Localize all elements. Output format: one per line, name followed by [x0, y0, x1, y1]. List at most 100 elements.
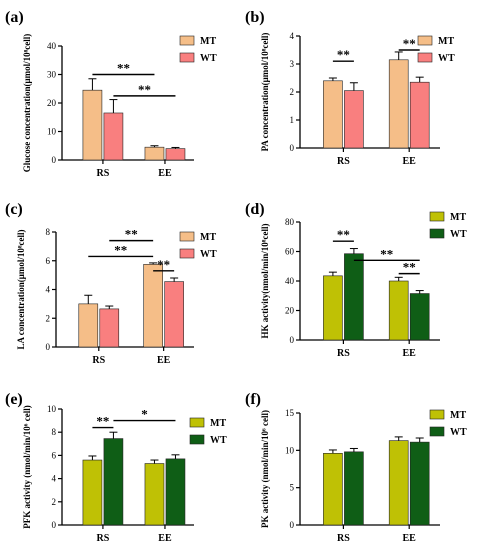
significance-label: ** — [337, 47, 350, 62]
significance-label: ** — [125, 227, 138, 242]
bar-mt-ee — [388, 440, 409, 526]
y-tick-label: 0 — [290, 143, 295, 153]
y-tick-label: 0 — [290, 520, 295, 530]
bar-wt-rs — [103, 112, 124, 161]
legend-label-wt: WT — [210, 435, 227, 446]
significance-label: ** — [337, 227, 350, 242]
y-tick-label: 40 — [47, 41, 57, 51]
bar-wt-rs — [103, 438, 124, 526]
significance-label: ** — [157, 257, 170, 272]
y-tick-label: 2 — [290, 87, 295, 97]
y-tick-label: 8 — [46, 227, 51, 237]
panel-label: (f) — [245, 391, 261, 408]
bar-mt-rs — [323, 453, 343, 526]
x-category-label: RS — [97, 533, 110, 544]
y-tick-label: 8 — [52, 427, 57, 437]
legend-swatch-mt — [189, 417, 205, 428]
y-tick-label: 6 — [52, 450, 57, 460]
significance-label: ** — [380, 246, 393, 261]
legend-label-wt: WT — [438, 53, 455, 64]
x-category-label: EE — [158, 533, 172, 544]
bar-mt-rs — [78, 303, 99, 348]
y-tick-label: 15 — [285, 408, 295, 418]
legend-swatch-mt — [429, 211, 445, 222]
y-axis-label: HK activity(nmol/min/10⁸cell) — [260, 224, 270, 339]
bar-wt-rs — [344, 451, 364, 526]
bar-wt-rs — [99, 308, 120, 348]
significance-label: ** — [403, 260, 416, 275]
legend-label-wt: WT — [200, 53, 217, 64]
bar-wt-ee — [409, 441, 430, 526]
significance-label: ** — [138, 82, 151, 97]
bar-wt-ee — [409, 81, 430, 149]
legend-label-mt: MT — [210, 418, 226, 429]
significance-label: ** — [117, 61, 130, 76]
y-tick-label: 4 — [290, 31, 295, 41]
y-tick-label: 2 — [52, 497, 57, 507]
x-category-label: RS — [337, 533, 350, 544]
y-tick-label: 4 — [52, 474, 57, 484]
x-category-label: RS — [337, 348, 350, 359]
x-category-label: EE — [157, 355, 171, 366]
bar-wt-ee — [164, 281, 184, 348]
y-tick-label: 0 — [290, 335, 295, 345]
significance-label: ** — [96, 414, 109, 429]
y-tick-label: 3 — [290, 59, 295, 69]
bar-wt-rs — [344, 253, 364, 341]
y-tick-label: 10 — [47, 404, 57, 414]
chart-panel-3: (c) 0 2 4 6 8 LA concentration(μmol/10⁸cell) RS… — [5, 201, 217, 366]
y-axis-label: PFK activity (nmol/min/10⁶ cell) — [22, 405, 32, 528]
panel-label: (a) — [5, 9, 24, 26]
significance-label: ** — [403, 36, 416, 51]
x-category-label: EE — [158, 168, 172, 179]
chart-panel-5: (e) 0 2 4 6 8 10 PFK activity (nmol/min/10⁶ cel… — [5, 391, 227, 544]
bar-wt-rs — [344, 90, 364, 149]
bar-mt-ee — [143, 264, 163, 348]
legend-swatch-wt — [179, 52, 195, 63]
bar-mt-rs — [82, 89, 103, 161]
legend-swatch-wt — [189, 434, 205, 445]
y-tick-label: 6 — [46, 256, 51, 266]
legend-swatch-mt — [429, 409, 445, 420]
chart-panel-1: (a) 0 10 20 30 40 Glucose concentration(μmol/1… — [5, 9, 217, 179]
legend-label-mt: MT — [200, 36, 216, 47]
x-category-label: EE — [403, 348, 417, 359]
x-category-label: RS — [92, 355, 105, 366]
y-tick-label: 0 — [52, 155, 57, 165]
y-axis-label: Glucose concentration(μmol/10⁸cell) — [22, 34, 32, 173]
legend-swatch-mt — [417, 35, 433, 46]
y-tick-label: 10 — [285, 445, 295, 455]
y-axis-label: PA concentration(μmol/10⁸cell) — [260, 33, 270, 152]
legend-label-mt: MT — [450, 410, 466, 421]
bar-wt-ee — [409, 293, 430, 341]
y-tick-label: 5 — [290, 483, 295, 493]
bar-mt-rs — [323, 80, 343, 149]
x-category-label: RS — [97, 168, 110, 179]
bar-mt-ee — [144, 463, 165, 526]
y-tick-label: 60 — [285, 247, 295, 257]
bar-mt-rs — [82, 459, 103, 526]
legend-swatch-mt — [179, 231, 195, 242]
bar-mt-rs — [323, 275, 343, 341]
y-tick-label: 2 — [46, 313, 51, 323]
y-tick-label: 4 — [46, 285, 51, 295]
legend-label-mt: MT — [438, 36, 454, 47]
x-category-label: EE — [403, 533, 417, 544]
y-tick-label: 20 — [47, 98, 57, 108]
legend-swatch-wt — [429, 228, 445, 239]
legend-label-mt: MT — [200, 232, 216, 243]
legend-label-wt: WT — [450, 229, 467, 240]
panel-label: (c) — [5, 201, 23, 218]
legend-label-wt: WT — [450, 427, 467, 438]
bar-mt-ee — [388, 280, 409, 341]
bar-wt-ee — [165, 148, 186, 161]
y-tick-label: 40 — [285, 276, 295, 286]
legend-label-wt: WT — [200, 249, 217, 260]
significance-label: * — [141, 407, 148, 422]
x-category-label: EE — [403, 156, 417, 167]
y-tick-label: 30 — [47, 70, 57, 80]
legend-swatch-wt — [417, 52, 433, 63]
significance-label: ** — [114, 242, 127, 257]
